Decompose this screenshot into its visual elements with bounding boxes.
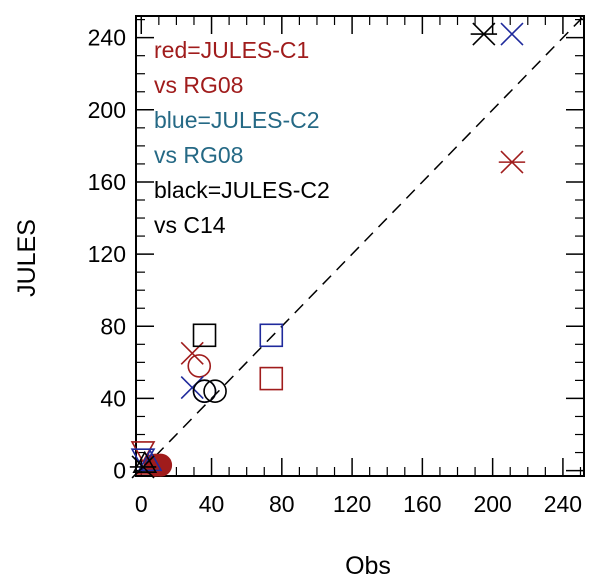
annotation-line: vs C14 (154, 212, 226, 238)
x-tick-label: 120 (333, 491, 371, 517)
x-tick-label: 240 (544, 491, 582, 517)
circle-shape (192, 379, 217, 404)
data-point-asterisk (498, 150, 526, 174)
annotation-line: black=JULES-C2 (154, 177, 330, 203)
cross-stroke (500, 22, 524, 46)
data-point-cross (180, 376, 204, 400)
square-shape (259, 366, 284, 391)
annotation-text: red=JULES-C1 vs RG08 blue=JULES-C2 vs RG08 b… (154, 37, 330, 238)
annotation-line: vs RG08 (154, 142, 243, 168)
x-tick-label: 40 (199, 491, 225, 517)
annotation-line: vs RG08 (154, 72, 243, 98)
data-point-circle (192, 379, 217, 404)
square-shape (259, 323, 284, 348)
annotation-line: blue=JULES-C2 (154, 107, 320, 133)
data-point-triangle-up (137, 448, 163, 472)
y-tick-label: 160 (88, 169, 126, 195)
y-tick-label: 200 (88, 97, 126, 123)
x-tick-label: 160 (403, 491, 441, 517)
circle-shape (187, 354, 212, 378)
y-tick-label: 40 (100, 385, 126, 411)
x-tick-label: 80 (269, 491, 295, 517)
cross-stroke (180, 376, 204, 400)
y-axis-title: JULES (13, 219, 41, 297)
y-tick-label: 120 (88, 241, 126, 267)
x-tick-label: 0 (135, 491, 148, 517)
x-tick-label: 200 (473, 491, 511, 517)
data-point-asterisk (470, 22, 498, 46)
x-axis-title: Obs (345, 552, 391, 580)
data-points (129, 22, 526, 479)
data-point-circle (203, 379, 227, 404)
square-shape (192, 323, 217, 348)
data-point-square (192, 323, 217, 348)
axes: 0 40 80 120 160 200 240 0 40 80 120 160 200 240 (88, 15, 585, 517)
data-point-square (259, 366, 284, 391)
data-point-circle (187, 354, 212, 378)
plot-frame (135, 15, 585, 477)
y-tick-label: 240 (88, 25, 126, 51)
data-point-asterisk (129, 455, 157, 479)
data-point-cross (500, 22, 524, 46)
annotation-line: red=JULES-C1 (154, 37, 309, 63)
y-tick-label: 0 (113, 458, 126, 484)
data-point-square (259, 323, 284, 348)
y-tick-label: 80 (100, 313, 126, 339)
triangle-shape (137, 448, 163, 472)
circle-shape (203, 379, 227, 404)
